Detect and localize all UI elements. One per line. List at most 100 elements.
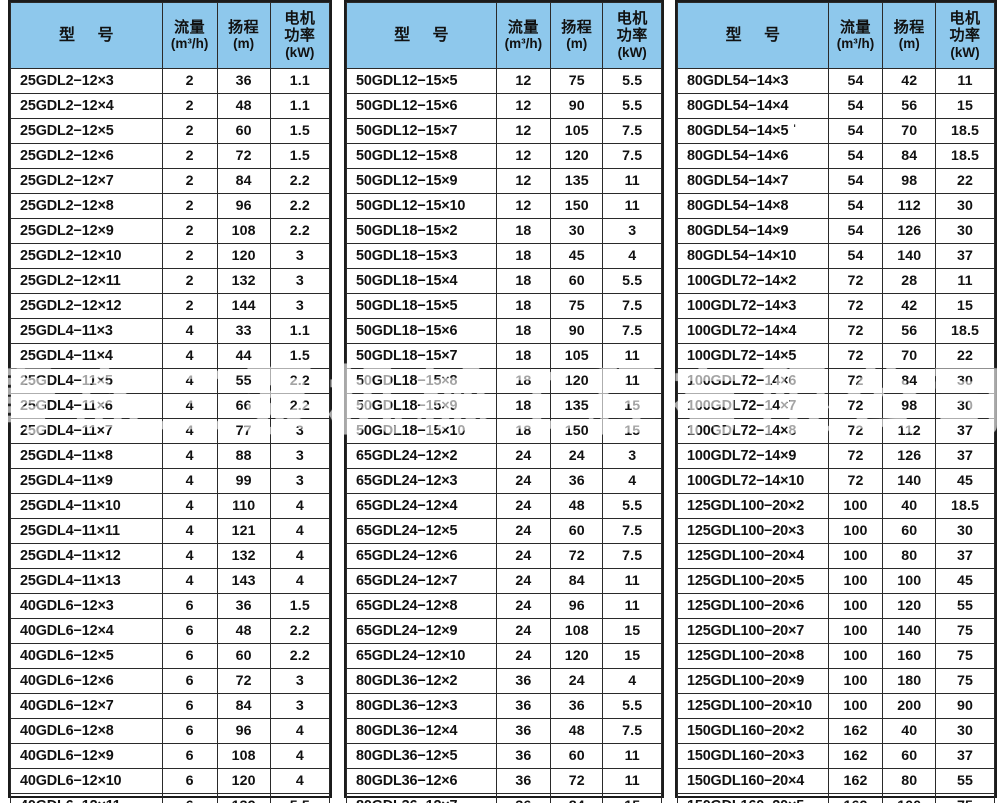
table-row: 40GDL6−12×4 6 48 2.2 (10, 618, 331, 644)
cell-model: 40GDL6−12×10 (10, 768, 163, 794)
cell-model: 40GDL6−12×3 (10, 593, 163, 619)
cell-power: 4 (269, 543, 331, 569)
table-row: 50GDL12−15×9 12 135 11 (346, 168, 662, 194)
cell-flow: 4 (161, 343, 218, 369)
cell-model: 50GDL18−15×3 (346, 243, 497, 269)
cell-flow: 100 (827, 568, 884, 594)
cell-head: 126 (882, 443, 937, 469)
table-row: 65GDL24−12×3 24 36 4 (346, 468, 662, 494)
cell-head: 72 (216, 143, 271, 169)
column-header-flow-label: 流量 (839, 18, 871, 36)
cell-power: 18.5 (935, 493, 995, 519)
cell-power: 45 (935, 568, 995, 594)
cell-head: 98 (882, 393, 937, 419)
cell-flow: 36 (495, 718, 552, 744)
cell-head: 126 (882, 218, 937, 244)
cell-power: 15 (602, 618, 662, 644)
cell-power: 11 (935, 268, 995, 294)
cell-power: 4 (269, 743, 331, 769)
cell-flow: 100 (827, 593, 884, 619)
column-header-head-unit: (m) (233, 36, 255, 52)
cell-head: 140 (882, 618, 937, 644)
cell-power: 3 (269, 668, 331, 694)
cell-power: 7.5 (602, 518, 662, 544)
table-row: 65GDL24−12×8 24 96 11 (346, 593, 662, 619)
cell-head: 77 (216, 418, 271, 444)
table-row: 65GDL24−12×6 24 72 7.5 (346, 543, 662, 569)
cell-model: 150GDL160−20×3 (677, 743, 829, 769)
cell-flow: 6 (161, 793, 218, 803)
cell-head: 132 (216, 268, 271, 294)
cell-flow: 12 (495, 68, 552, 94)
cell-head: 132 (216, 793, 271, 803)
cell-power: 2.2 (269, 643, 331, 669)
column-header-flow-unit: (m³/h) (836, 36, 875, 52)
cell-power: 5.5 (602, 493, 662, 519)
table-row: 25GDL4−11×3 4 33 1.1 (10, 318, 331, 344)
cell-model: 65GDL24−12×3 (346, 468, 497, 494)
table-row: 65GDL24−12×5 24 60 7.5 (346, 518, 662, 544)
cell-flow: 2 (161, 68, 218, 94)
cell-power: 1.5 (269, 593, 331, 619)
table-row: 25GDL4−11×8 4 88 3 (10, 443, 331, 469)
cell-flow: 12 (495, 168, 552, 194)
cell-power: 7.5 (602, 118, 662, 144)
cell-head: 48 (550, 718, 604, 744)
cell-head: 96 (550, 593, 604, 619)
cell-flow: 54 (827, 118, 884, 144)
cell-power: 11 (602, 343, 662, 369)
table-row: 25GDL4−11×6 4 66 2.2 (10, 393, 331, 419)
cell-head: 105 (550, 118, 604, 144)
cell-model: 50GDL18−15×2 (346, 218, 497, 244)
cell-model: 50GDL12−15×6 (346, 93, 497, 119)
cell-head: 44 (216, 343, 271, 369)
cell-model: 40GDL6−12×9 (10, 743, 163, 769)
table-row: 80GDL36−12×4 36 48 7.5 (346, 718, 662, 744)
cell-head: 90 (550, 93, 604, 119)
cell-power: 15 (935, 293, 995, 319)
cell-flow: 54 (827, 93, 884, 119)
column-header-power-line2: 功率 (284, 26, 316, 44)
cell-flow: 36 (495, 793, 552, 803)
cell-flow: 54 (827, 193, 884, 219)
cell-flow: 100 (827, 643, 884, 669)
column-header-flow-unit: (m³/h) (504, 36, 543, 52)
table-2: 型 号 流量 (m³/h) 扬程 (m) 电机 功率 (kW) (346, 2, 662, 803)
cell-flow: 6 (161, 593, 218, 619)
cell-model: 150GDL160−20×4 (677, 768, 829, 794)
cell-power: 4 (269, 718, 331, 744)
cell-flow: 36 (495, 668, 552, 694)
cell-model: 50GDL12−15×8 (346, 143, 497, 169)
cell-head: 88 (216, 443, 271, 469)
cell-model: 80GDL36−12×3 (346, 693, 497, 719)
cell-head: 112 (882, 418, 937, 444)
cell-model: 100GDL72−14×6 (677, 368, 829, 394)
cell-model: 65GDL24−12×10 (346, 643, 497, 669)
cell-model: 125GDL100−20×6 (677, 593, 829, 619)
cell-model: 40GDL6−12×4 (10, 618, 163, 644)
cell-model: 125GDL100−20×4 (677, 543, 829, 569)
cell-model: 25GDL2−12×10 (10, 243, 163, 269)
table-row: 80GDL54−14×9 54 126 30 (677, 218, 995, 244)
table-row: 40GDL6−12×5 6 60 2.2 (10, 643, 331, 669)
cell-power: 3 (269, 293, 331, 319)
table-row: 100GDL72−14×3 72 42 15 (677, 293, 995, 319)
cell-head: 112 (882, 193, 937, 219)
table-row: 40GDL6−12×6 6 72 3 (10, 668, 331, 694)
table-row: 50GDL18−15×10 18 150 15 (346, 418, 662, 444)
cell-model: 150GDL160−20×5 (677, 793, 829, 803)
cell-flow: 72 (827, 418, 884, 444)
table-row: 25GDL2−12×4 2 48 1.1 (10, 93, 331, 119)
cell-flow: 72 (827, 268, 884, 294)
cell-power: 7.5 (602, 143, 662, 169)
table-row: 65GDL24−12×4 24 48 5.5 (346, 493, 662, 519)
table-row: 25GDL4−11×4 4 44 1.5 (10, 343, 331, 369)
cell-head: 72 (550, 543, 604, 569)
table-row: 80GDL54−14×4 54 56 15 (677, 93, 995, 119)
column-header-power: 电机 功率 (kW) (935, 2, 995, 69)
cell-flow: 4 (161, 393, 218, 419)
cell-power: 90 (935, 693, 995, 719)
cell-model: 80GDL54−14×6 (677, 143, 829, 169)
cell-flow: 2 (161, 293, 218, 319)
